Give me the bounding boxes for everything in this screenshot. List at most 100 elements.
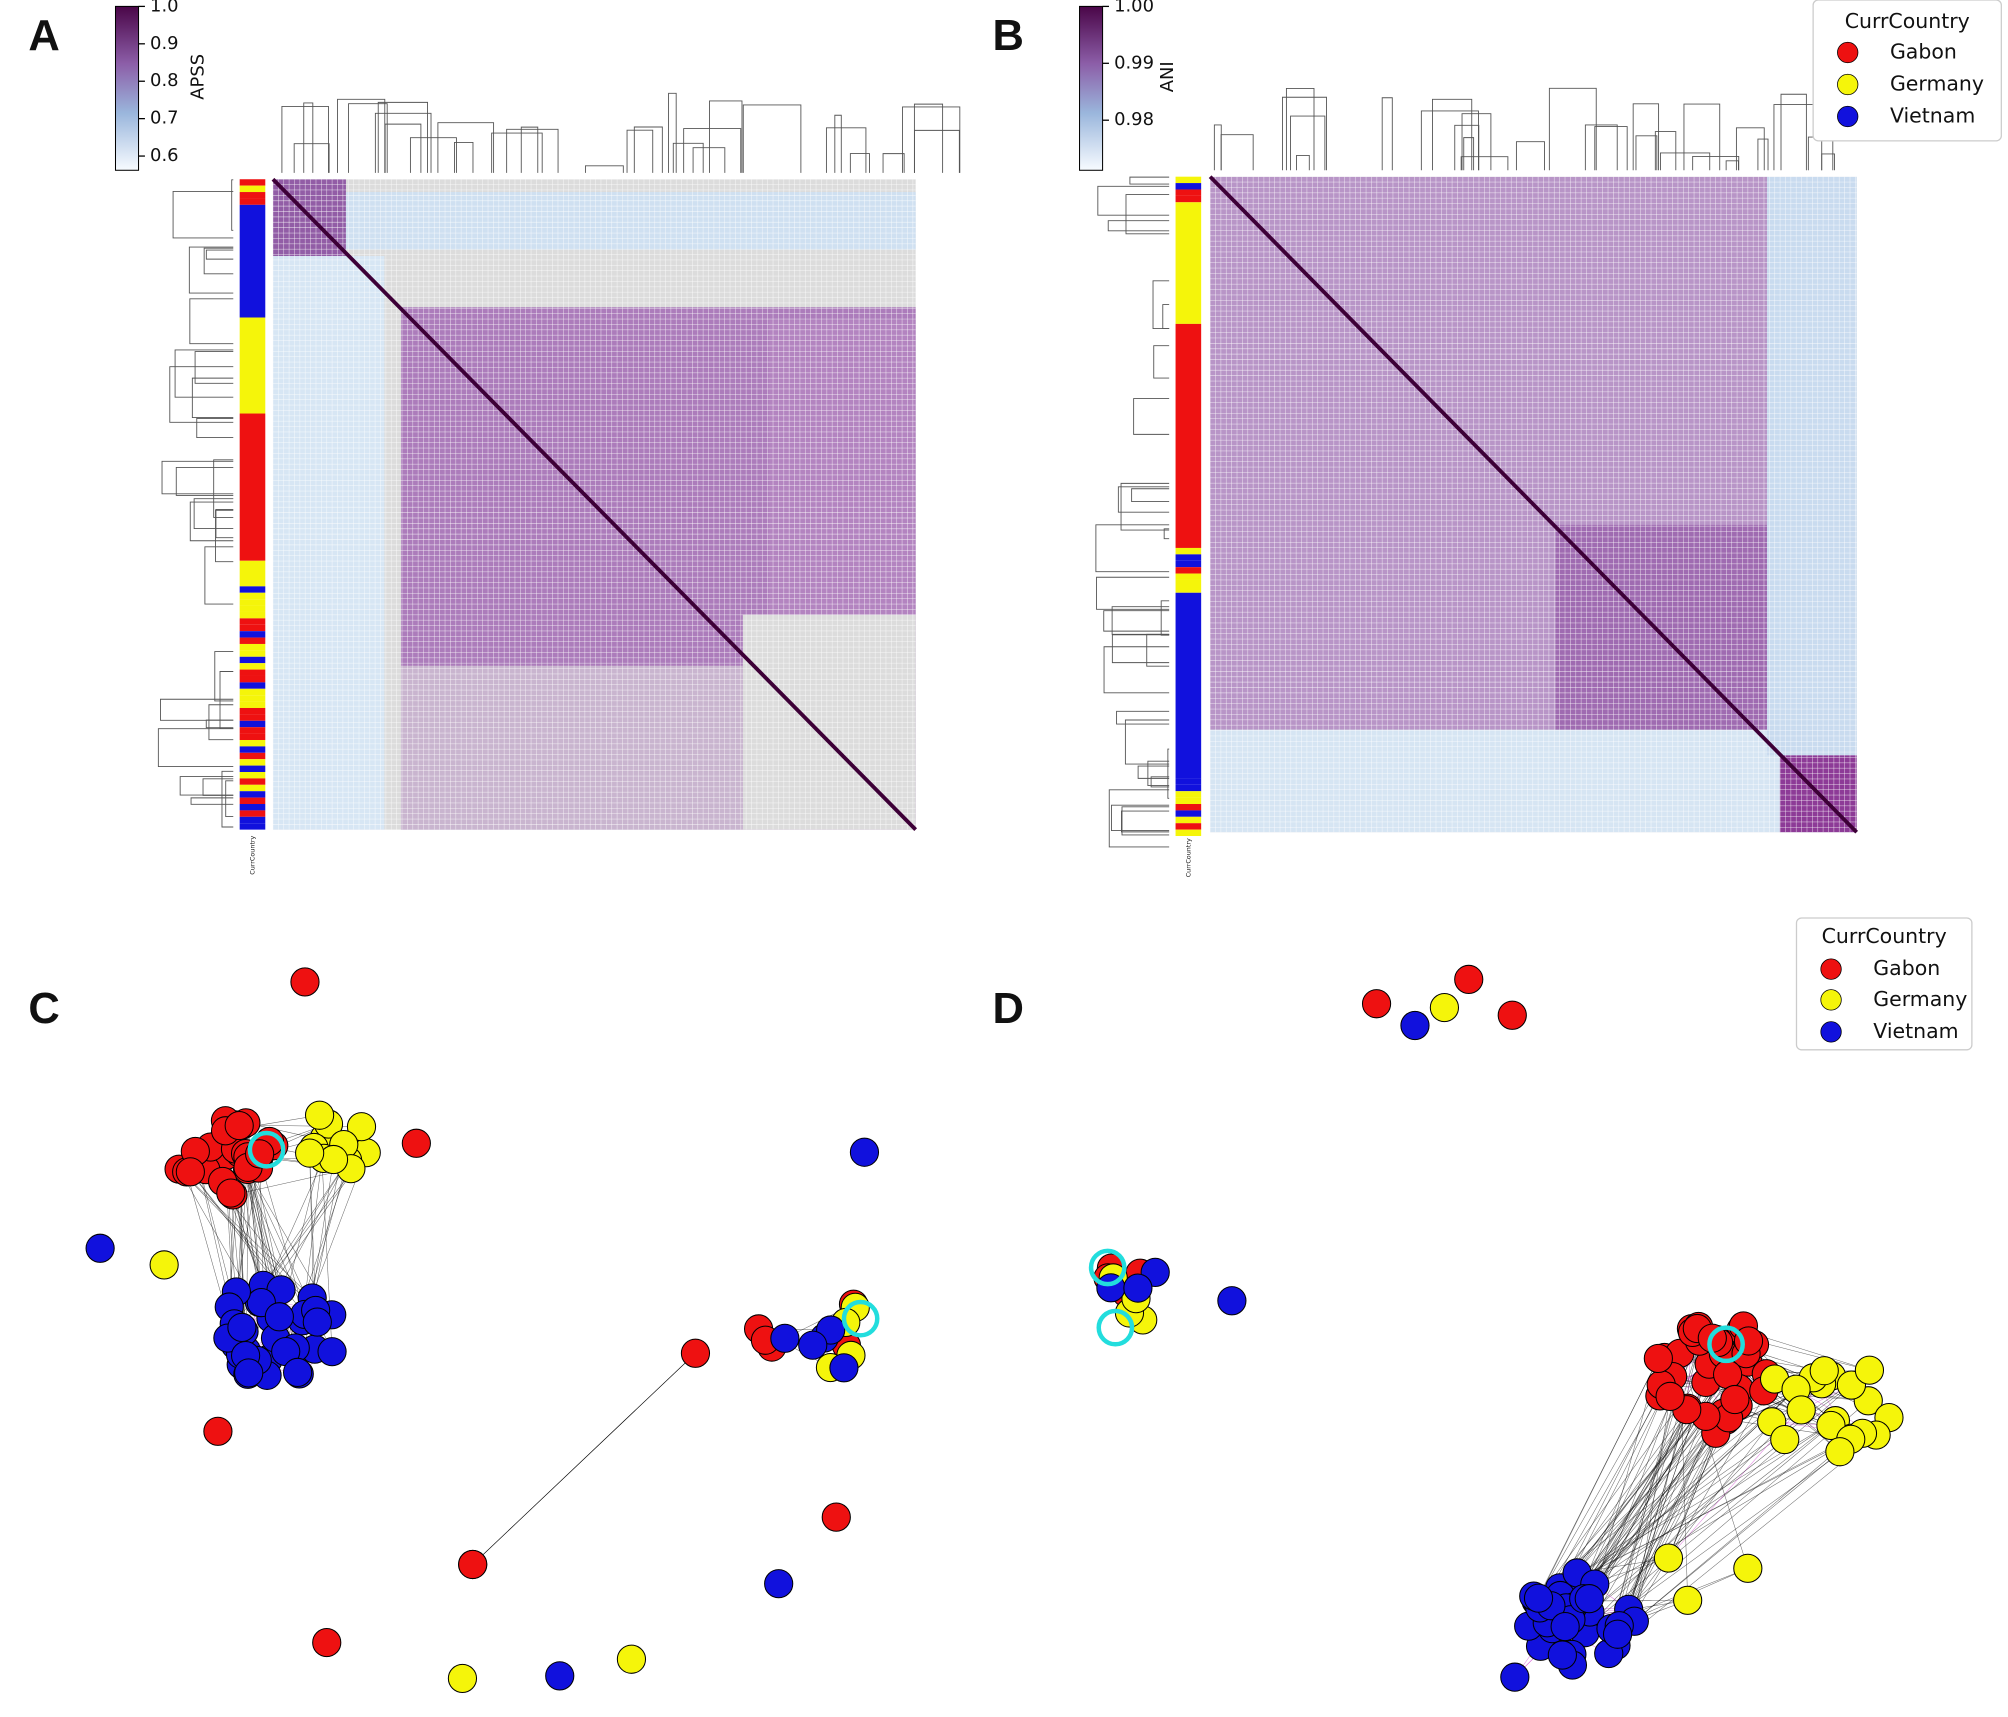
row-color: [1176, 817, 1202, 823]
row-color: [240, 663, 266, 669]
node: [1787, 1396, 1815, 1424]
node: [1124, 1274, 1152, 1302]
edge: [1629, 1420, 1726, 1609]
node: [1734, 1554, 1762, 1582]
edge: [1634, 1439, 1850, 1621]
dendrogram: [438, 123, 494, 173]
dendrogram: [203, 779, 233, 796]
row-color: [1176, 580, 1202, 593]
dendrogram: [1163, 305, 1169, 329]
node: [1430, 993, 1458, 1021]
node: [765, 1570, 793, 1598]
row-color: [240, 791, 266, 797]
node: [1714, 1360, 1742, 1388]
dendrogram: [669, 93, 677, 173]
row-color: [240, 650, 266, 656]
node: [1551, 1612, 1579, 1640]
dendrogram: [585, 166, 623, 173]
row-color: [1176, 196, 1202, 202]
node: [217, 1179, 245, 1207]
row-color: [1176, 202, 1202, 324]
node: [799, 1331, 827, 1359]
node: [822, 1503, 850, 1531]
dendrogram: [507, 129, 558, 173]
dendrogram: [684, 129, 741, 173]
tick-label: 0.7: [150, 108, 178, 129]
dendrogram: [204, 248, 233, 274]
dendrogram: [1455, 125, 1479, 170]
node: [1524, 1584, 1552, 1612]
dendrogram: [1121, 483, 1169, 530]
node: [1603, 1620, 1631, 1648]
node: [681, 1339, 709, 1367]
row-color: [240, 599, 266, 605]
dendrogram: [1382, 98, 1392, 171]
node: [265, 1303, 293, 1331]
legend-label: Germany: [1890, 71, 1984, 95]
row-color: [1176, 785, 1202, 791]
dendrogram: [1154, 346, 1169, 378]
row-color: [240, 186, 266, 192]
node: [1548, 1641, 1576, 1669]
row-color: [240, 638, 266, 644]
dendrogram: [173, 191, 233, 238]
node: [1654, 1544, 1682, 1572]
row-color: [240, 670, 266, 676]
dendrogram: [1132, 489, 1170, 502]
dendrogram: [1660, 153, 1709, 170]
row-color: [240, 593, 266, 599]
dendrogram: [1633, 104, 1658, 170]
node: [1501, 1663, 1529, 1691]
dendrogram: [160, 699, 233, 720]
row-color: [240, 561, 266, 587]
legend-marker: [1821, 1022, 1841, 1042]
legend-title: CurrCountry: [1845, 9, 1970, 33]
node: [1401, 1011, 1429, 1039]
tick-label: 0.6: [150, 145, 178, 166]
dendrogram: [1462, 114, 1491, 171]
row-color: [240, 618, 266, 624]
row-color: [1176, 830, 1202, 836]
dendrogram: [1297, 155, 1310, 170]
node: [1771, 1425, 1799, 1453]
dendrogram: [1421, 111, 1478, 170]
row-color: [1176, 183, 1202, 189]
node: [1575, 1585, 1603, 1613]
node: [1498, 1001, 1526, 1029]
dendrogram: [1161, 601, 1169, 635]
row-color: [240, 318, 266, 414]
panel-label: D: [992, 985, 1023, 1033]
dendrogram: [743, 105, 801, 173]
dendrogram: [1118, 487, 1169, 512]
row-color: [240, 778, 266, 784]
row-color: [1176, 810, 1202, 816]
row-color: [1176, 574, 1202, 580]
row-color: [240, 414, 266, 561]
dendrogram: [835, 115, 841, 173]
dendrogram: [1736, 128, 1764, 170]
row-color: [1176, 567, 1202, 573]
row-annotation-label: CurrCountry: [248, 835, 256, 874]
row-color: [1176, 177, 1202, 183]
dendrogram: [1117, 711, 1170, 724]
node: [235, 1359, 263, 1387]
dendrogram: [226, 781, 234, 817]
node: [1644, 1344, 1672, 1372]
node: [305, 1101, 333, 1129]
row-color: [240, 727, 266, 733]
node: [1721, 1385, 1749, 1413]
dendrogram: [1096, 525, 1169, 572]
dendrogram: [1097, 577, 1170, 609]
dendrogram: [1108, 221, 1169, 231]
dendrogram: [375, 113, 431, 172]
row-color: [240, 766, 266, 772]
dendrogram: [1125, 720, 1169, 764]
node: [313, 1629, 341, 1657]
row-color: [240, 586, 266, 592]
row-color: [240, 695, 266, 701]
dendrogram: [158, 729, 233, 767]
row-color: [1176, 324, 1202, 548]
dendrogram: [903, 107, 960, 173]
row-color: [240, 817, 266, 823]
node: [1362, 990, 1390, 1018]
